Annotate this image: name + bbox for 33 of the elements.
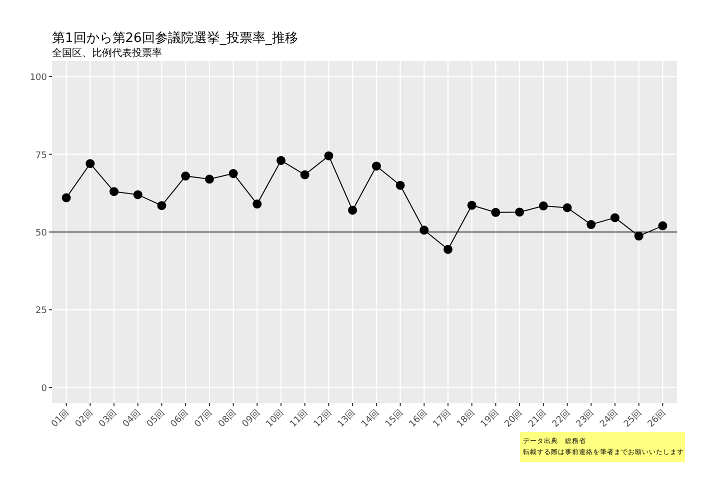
x-tick-label: 08回 [216, 408, 238, 430]
x-tick-label: 13回 [336, 408, 358, 430]
x-tick-label: 24回 [598, 408, 620, 430]
x-tick-label: 07回 [193, 408, 215, 430]
x-tick-label: 15回 [384, 408, 406, 430]
y-tick-label: 0 [41, 384, 48, 394]
x-tick-label: 12回 [312, 408, 334, 430]
x-tick-label: 11回 [288, 408, 310, 430]
x-tick-label: 05回 [145, 408, 167, 430]
y-tick-label: 50 [36, 228, 48, 238]
x-tick-label: 14回 [360, 408, 382, 430]
x-tick-label: 26回 [646, 408, 668, 430]
y-tick-label: 75 [36, 150, 47, 161]
x-tick-label: 23回 [574, 408, 596, 430]
x-tick-label: 16回 [408, 408, 430, 430]
x-tick-label: 21回 [527, 408, 549, 430]
x-tick-label: 25回 [622, 408, 644, 430]
x-tick-label: 19回 [479, 408, 501, 430]
y-tick-label: 100 [30, 73, 48, 84]
chart-title: 第1回から第26回参議院選挙_投票率_推移 [52, 30, 298, 46]
x-tick-label: 20回 [503, 408, 525, 430]
x-tick-label: 18回 [455, 408, 477, 430]
y-tick-label: 25 [36, 306, 47, 316]
x-tick-label: 06回 [169, 408, 191, 430]
x-tick-label: 17回 [432, 408, 454, 430]
x-tick-label: 04回 [121, 408, 143, 430]
x-tick-label: 02回 [74, 408, 96, 430]
x-tick-label: 22回 [550, 408, 572, 430]
x-tick-label: 09回 [240, 408, 262, 430]
x-tick-label: 01回 [50, 408, 72, 430]
x-tick-label: 10回 [264, 408, 286, 430]
chart-subtitle: 全国区、比例代表投票率 [52, 47, 162, 59]
x-tick-label: 03回 [98, 408, 120, 430]
